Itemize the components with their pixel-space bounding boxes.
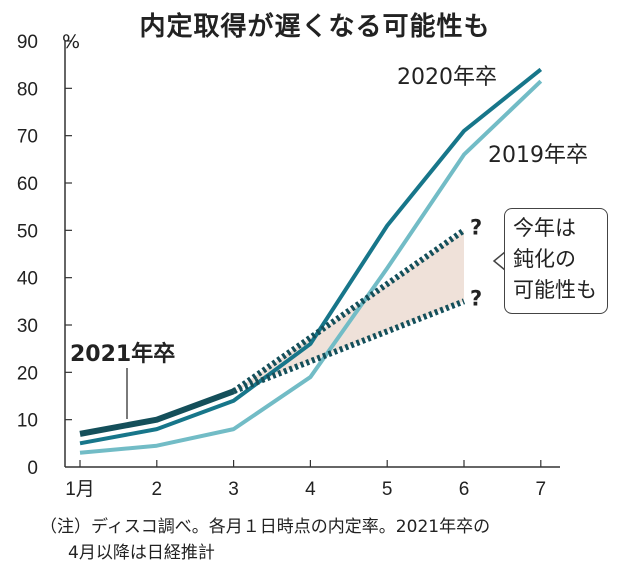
x-tick-label: 5	[382, 479, 393, 500]
series-label: 2020年卒	[397, 65, 497, 90]
x-tick-label: 3	[228, 479, 239, 500]
y-tick-label: 30	[17, 316, 38, 337]
footnote: （注）ディスコ調べ。各月１日時点の内定率。2021年卒の	[40, 517, 491, 537]
callout-pointer	[492, 251, 506, 271]
y-tick-label: 90	[17, 32, 38, 53]
footnote: 4月以降は日経推計	[68, 543, 215, 563]
projection-line-lower	[232, 298, 466, 395]
x-tick-label: 2	[152, 479, 163, 500]
y-tick-label: 10	[17, 411, 38, 432]
projection-question-label: ?	[470, 286, 482, 310]
series-line-2019年卒	[79, 79, 543, 455]
annotation-callout: 今年は 鈍化の 可能性も	[504, 208, 608, 314]
y-tick-label: 50	[17, 221, 38, 242]
series-line-2020年卒	[79, 67, 543, 446]
annotation-line: 鈍化の	[513, 247, 576, 271]
projection-line-upper	[231, 227, 466, 394]
projection-question-label: ?	[470, 215, 482, 239]
x-tick-label: 7	[536, 479, 547, 500]
x-tick-label: 4	[305, 479, 316, 500]
y-tick-label: 0	[27, 458, 38, 479]
y-unit-label: %	[62, 31, 80, 53]
series-label: 2019年卒	[488, 143, 588, 168]
y-tick-label: 40	[17, 269, 38, 290]
chart-title: 内定取得が遅くなる可能性も	[139, 12, 491, 42]
y-tick-label: 20	[17, 363, 38, 384]
projection-range-fill	[233, 230, 464, 392]
annotation-line: 今年は	[513, 216, 576, 240]
y-tick-label: 60	[17, 174, 38, 195]
series-label: 2021年卒	[70, 341, 175, 367]
annotation-line: 可能性も	[513, 278, 597, 302]
series-line-2021年卒	[79, 388, 235, 437]
x-tick-label: 1月	[65, 479, 95, 500]
x-tick-label: 6	[459, 479, 470, 500]
y-tick-label: 80	[17, 79, 38, 100]
y-tick-label: 70	[17, 127, 38, 148]
